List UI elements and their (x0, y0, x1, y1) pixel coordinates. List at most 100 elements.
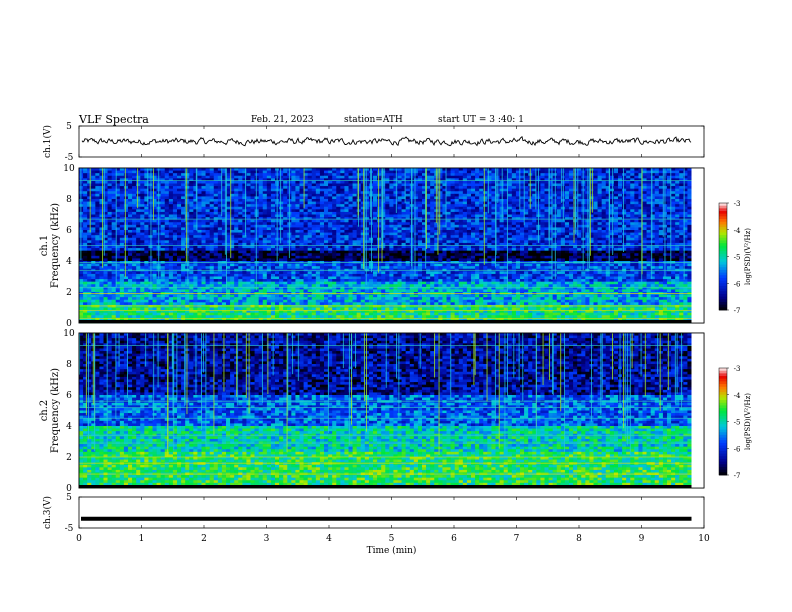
spectrogram-cell (622, 206, 627, 210)
spectrogram-cell (401, 193, 406, 197)
spectrogram-cell (638, 242, 643, 246)
spectrogram-cell (560, 232, 566, 236)
spectrogram-cell (560, 240, 566, 244)
spectrogram-cell (193, 224, 198, 228)
spectrogram-cell (389, 214, 394, 218)
spectrogram-cell (364, 180, 370, 184)
spectrogram-cell (250, 204, 255, 208)
spectrogram-cell (597, 175, 602, 179)
spectrogram-cell (544, 242, 549, 246)
spectrogram-cell (360, 193, 366, 197)
spectrogram-cell (593, 235, 598, 239)
spectrogram-cell (381, 214, 386, 218)
spectrogram-cell (495, 235, 500, 239)
spectrogram-cell (352, 186, 357, 189)
spectrogram-cell (417, 217, 423, 220)
spectrogram-cell (160, 250, 166, 254)
spectrogram-cell (226, 211, 231, 215)
spectrogram-cell (675, 219, 680, 223)
spectrogram-cell (658, 183, 664, 187)
spectrogram-cell (438, 245, 443, 249)
spectrogram-cell (642, 204, 647, 208)
spectrogram-cell (520, 206, 525, 210)
spectrogram-cell (168, 248, 174, 251)
spectrogram-cell (417, 173, 423, 177)
spectrogram-cell (213, 245, 219, 249)
spectrogram-cell (654, 248, 660, 251)
spectrogram-cell (589, 237, 594, 241)
spectrogram-cell (405, 245, 411, 249)
spectrogram-cell (491, 219, 496, 223)
spectrogram-cell (479, 175, 484, 179)
spectrogram-cell (462, 237, 468, 241)
spectrogram-cell (622, 193, 627, 197)
spectrogram-cell (107, 178, 112, 182)
spectrogram-cell (177, 188, 182, 192)
spectrogram-cell (123, 232, 129, 236)
spectrogram-cell (332, 209, 337, 213)
spectrogram-cell (107, 196, 112, 200)
spectrogram-cell (311, 227, 317, 231)
spectrogram-cell (650, 222, 656, 226)
spectrogram-cell (479, 242, 484, 246)
spectrogram-cell (605, 240, 611, 244)
spectrogram-cell (99, 211, 104, 215)
spectrogram-cell (319, 199, 325, 202)
spectrogram-cell (307, 201, 313, 205)
spectrogram-cell (654, 193, 660, 197)
spectrogram-cell (524, 232, 529, 236)
spectrogram-cell (507, 235, 513, 239)
spectrogram-cell (83, 232, 88, 236)
spectrogram-cell (511, 168, 517, 171)
spectrogram-cell (593, 211, 598, 215)
spectrogram-cell (475, 173, 480, 177)
spectrogram-cell (671, 209, 676, 213)
spectrogram-cell (152, 206, 157, 210)
spectrogram-cell (401, 201, 406, 205)
spectrogram-cell (185, 196, 190, 200)
spectrogram-cell (262, 186, 268, 189)
spectrogram-cell (381, 199, 386, 202)
spectrogram-cell (564, 237, 570, 241)
spectrogram-cell (417, 168, 423, 171)
spectrogram-cell (658, 232, 664, 236)
spectrogram-cell (564, 193, 570, 197)
spectrogram-cell (593, 230, 598, 233)
spectrogram-cell (291, 230, 296, 233)
spectrogram-cell (181, 230, 186, 233)
spectrogram-cell (132, 186, 137, 189)
spectrogram-cell (238, 196, 243, 200)
spectrogram-cell (381, 196, 386, 200)
spectrogram-cell (450, 230, 455, 233)
spectrogram-cell (654, 170, 660, 174)
spectrogram-cell (675, 204, 680, 208)
spectrogram-cell (307, 248, 313, 251)
spectrogram-cell (311, 175, 317, 179)
spectrogram-cell (515, 201, 521, 205)
spectrogram-cell (520, 188, 525, 192)
spectrogram-cell (687, 214, 692, 218)
spectrogram-cell (324, 214, 329, 218)
spectrogram-cell (177, 240, 182, 244)
spectrogram-cell (168, 196, 174, 200)
spectrogram-cell (221, 193, 227, 197)
spectrogram-cell (422, 180, 427, 184)
spectrogram-cell (507, 175, 513, 179)
spectrogram-cell (95, 222, 100, 226)
spectrogram-cell (189, 204, 194, 208)
spectrogram-cell (442, 230, 447, 233)
spectrogram-cell (507, 214, 513, 218)
spectrogram-cell (650, 209, 656, 213)
spectrogram-cell (205, 227, 210, 231)
spectrogram-cell (360, 168, 366, 171)
spectrogram-cell (442, 178, 447, 182)
spectrogram-cell (520, 237, 525, 241)
spectrogram-cell (601, 209, 607, 213)
spectrogram-cell (597, 240, 602, 244)
spectrogram-cell (446, 204, 451, 208)
spectrogram-cell (609, 235, 615, 239)
spectrogram-cell (622, 217, 627, 220)
spectrogram-cell (487, 230, 492, 233)
spectrogram-cell (311, 183, 317, 187)
spectrogram-cell (442, 242, 447, 246)
